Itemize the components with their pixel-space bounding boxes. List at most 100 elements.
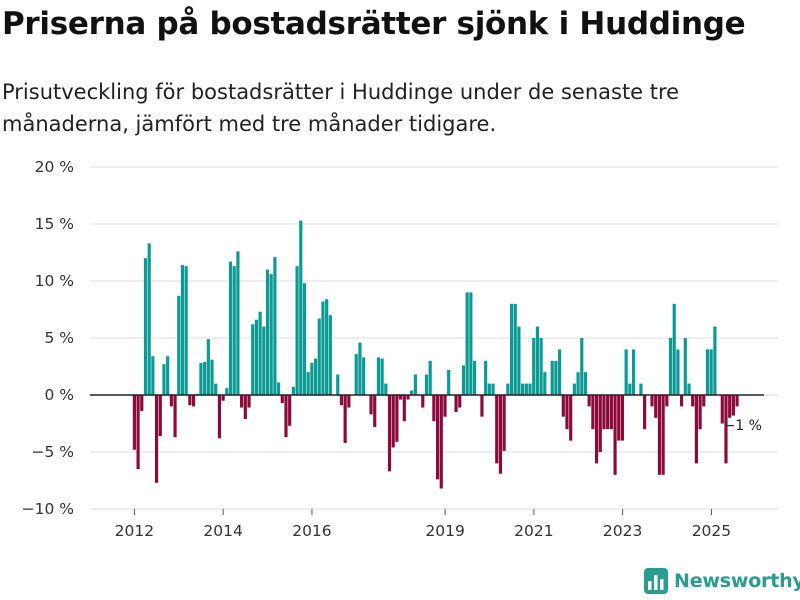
bar xyxy=(380,358,384,395)
bar xyxy=(668,338,673,395)
bar xyxy=(399,395,403,400)
bar xyxy=(572,383,576,395)
bar xyxy=(539,338,543,395)
bar xyxy=(158,395,162,437)
bar xyxy=(694,395,698,464)
bar xyxy=(140,395,144,411)
bar xyxy=(354,353,358,395)
brand-name: Newsworthy xyxy=(674,570,800,592)
bar xyxy=(720,395,724,424)
bar xyxy=(513,303,517,395)
bar xyxy=(343,395,347,443)
bar xyxy=(184,266,188,395)
bar xyxy=(517,326,521,395)
bar xyxy=(143,258,148,395)
bar xyxy=(166,356,170,395)
bar xyxy=(373,395,377,427)
bar xyxy=(273,257,277,395)
chart-title: Priserna på bostadsrätter sjönk i Huddin… xyxy=(2,6,746,42)
bar xyxy=(728,395,732,418)
bar xyxy=(262,326,266,395)
bar xyxy=(432,395,436,422)
bar xyxy=(339,395,344,406)
bar xyxy=(413,374,417,395)
bar xyxy=(472,360,477,395)
bar xyxy=(258,311,262,395)
bar xyxy=(369,395,373,415)
bar xyxy=(240,395,244,408)
bar xyxy=(491,383,495,395)
bar xyxy=(620,395,625,441)
bar xyxy=(591,395,595,430)
bar xyxy=(236,251,240,395)
bar xyxy=(162,364,166,395)
bar xyxy=(480,395,484,417)
bar xyxy=(336,374,340,395)
bar xyxy=(391,395,395,448)
bar xyxy=(169,395,173,407)
bar xyxy=(424,374,429,395)
bar xyxy=(687,383,691,395)
bar xyxy=(454,395,458,413)
bar xyxy=(665,395,669,407)
x-tick-label: 2023 xyxy=(603,522,642,540)
bar xyxy=(506,383,510,395)
bar xyxy=(509,303,514,395)
bar xyxy=(650,395,654,407)
bar xyxy=(657,395,662,475)
x-tick-label: 2016 xyxy=(292,522,331,540)
bar xyxy=(136,395,140,470)
bar xyxy=(487,383,491,395)
chart-subtitle: Prisutveckling för bostadsrätter i Huddi… xyxy=(2,80,680,136)
bar xyxy=(683,338,687,395)
bar xyxy=(206,339,210,395)
bar xyxy=(458,395,462,408)
bar xyxy=(498,395,503,474)
bar xyxy=(502,395,506,451)
bar xyxy=(310,363,314,395)
bar xyxy=(535,326,539,395)
bar xyxy=(705,349,710,395)
bar xyxy=(317,318,321,395)
bar xyxy=(428,360,432,395)
bar xyxy=(524,383,528,395)
bar xyxy=(402,395,406,422)
y-tick-label: −5 % xyxy=(31,443,74,461)
bar xyxy=(731,395,735,416)
bar xyxy=(302,283,307,395)
last-value-label: −1 % xyxy=(724,418,762,434)
bar xyxy=(484,360,488,395)
bar xyxy=(295,266,299,395)
bar xyxy=(177,295,181,395)
bar xyxy=(609,395,613,430)
bar xyxy=(173,395,177,438)
bar xyxy=(613,395,617,475)
bar xyxy=(265,269,270,395)
bar xyxy=(243,395,247,419)
bar xyxy=(288,395,292,426)
bar xyxy=(251,324,255,395)
brand-logo: Newsworthy xyxy=(644,568,800,594)
bar xyxy=(543,372,547,395)
bar xyxy=(203,361,207,395)
bar xyxy=(406,395,410,400)
bar xyxy=(306,372,310,395)
bar xyxy=(672,303,676,395)
bar xyxy=(269,274,273,395)
bar xyxy=(217,395,222,439)
bar xyxy=(631,349,636,395)
y-tick-label: 5 % xyxy=(44,329,74,347)
bar xyxy=(410,390,414,395)
bar xyxy=(558,349,562,395)
y-tick-label: 15 % xyxy=(35,215,74,233)
bar xyxy=(532,338,536,395)
bar xyxy=(214,383,218,395)
x-tick-label: 2021 xyxy=(514,522,553,540)
bar xyxy=(569,395,573,441)
bar xyxy=(528,383,532,395)
bar xyxy=(702,395,706,407)
bar-chart: −10 % −5 % 0 % 5 % 10 % 15 % 20 % 2012 2014 2016 2… xyxy=(22,158,778,540)
bar xyxy=(676,349,680,395)
bar xyxy=(602,395,606,430)
bar xyxy=(443,395,447,417)
